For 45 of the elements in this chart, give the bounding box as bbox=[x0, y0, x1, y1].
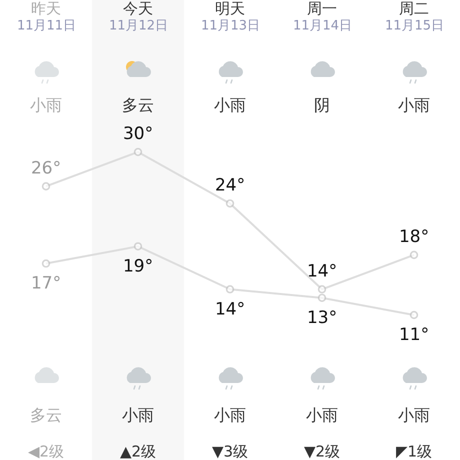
x-tick-label: 11月14日 bbox=[292, 18, 352, 34]
data-label: 18° bbox=[398, 226, 430, 247]
x-tick-label: 11月12日 bbox=[108, 18, 168, 34]
point bbox=[318, 294, 326, 302]
text: ▼2级 bbox=[304, 442, 340, 460]
text: 昨天 bbox=[31, 0, 61, 18]
text: 多云 bbox=[30, 406, 62, 426]
text: 周二 bbox=[399, 0, 429, 18]
text: 今天 bbox=[123, 0, 153, 18]
data-label: 14° bbox=[214, 299, 246, 320]
point bbox=[410, 250, 418, 260]
text: 明天 bbox=[215, 0, 245, 18]
point bbox=[134, 148, 142, 156]
text: 小雨 bbox=[30, 96, 62, 116]
text: 小雨 bbox=[306, 406, 338, 426]
text: ◤1级 bbox=[396, 442, 432, 460]
point bbox=[226, 199, 234, 208]
text: 小雨 bbox=[398, 96, 430, 116]
data-label: 30° bbox=[122, 124, 154, 144]
data-label: 26° bbox=[30, 158, 62, 178]
point bbox=[226, 285, 234, 294]
text: 小雨 bbox=[398, 406, 430, 426]
data-label: 24° bbox=[214, 175, 246, 196]
data-label: 14° bbox=[306, 261, 338, 282]
point bbox=[318, 285, 326, 294]
x-tick-label: 11月11日 bbox=[16, 18, 76, 34]
text: 小雨 bbox=[122, 406, 154, 426]
text: ◀2级 bbox=[28, 442, 64, 460]
text: 小雨 bbox=[214, 96, 246, 116]
data-label: 11° bbox=[398, 325, 430, 345]
text: ▼3级 bbox=[212, 442, 248, 460]
text: 周一 bbox=[307, 0, 337, 18]
text: 多云 bbox=[122, 96, 154, 116]
point bbox=[410, 310, 418, 320]
point bbox=[134, 242, 142, 251]
point bbox=[42, 259, 50, 268]
data-label: 17° bbox=[30, 274, 62, 294]
data-label: 19° bbox=[122, 256, 154, 276]
data-label: 13° bbox=[306, 308, 338, 328]
text: 小雨 bbox=[214, 406, 246, 426]
text: 阴 bbox=[314, 96, 330, 116]
text: ▲2级 bbox=[120, 442, 156, 460]
point bbox=[42, 182, 50, 190]
x-tick-label: 11月13日 bbox=[200, 18, 260, 34]
x-tick-label: 11月15日 bbox=[384, 18, 444, 34]
